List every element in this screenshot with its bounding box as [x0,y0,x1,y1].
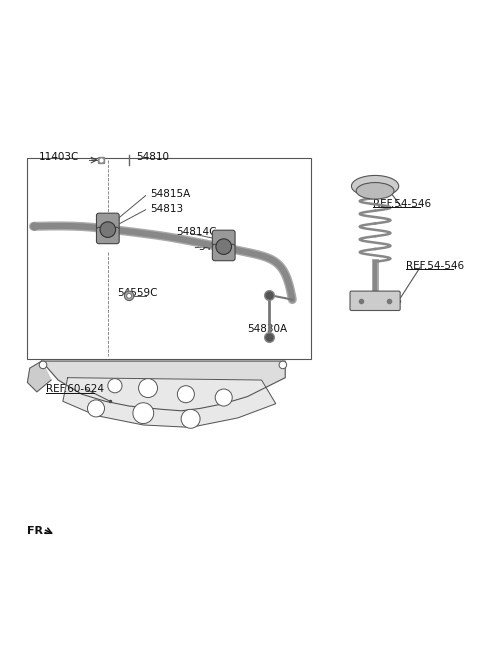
Text: 54810: 54810 [136,152,169,162]
Circle shape [39,361,47,369]
FancyBboxPatch shape [96,213,119,230]
Polygon shape [63,378,276,427]
Text: 54813: 54813 [198,241,231,252]
Text: REF.54-546: REF.54-546 [373,199,431,209]
Text: 11403C: 11403C [39,152,80,162]
Text: REF.54-546: REF.54-546 [406,260,464,270]
Circle shape [216,239,231,255]
Text: 54815A: 54815A [150,189,191,199]
Text: 54559C: 54559C [117,289,158,298]
FancyBboxPatch shape [212,244,235,260]
Bar [27,157,311,359]
Text: 54813: 54813 [150,204,183,214]
Circle shape [139,379,157,398]
FancyBboxPatch shape [212,230,235,247]
Circle shape [279,361,287,369]
Ellipse shape [351,175,399,197]
Circle shape [181,409,200,428]
Circle shape [215,389,232,406]
Circle shape [87,400,105,417]
Polygon shape [42,361,285,411]
Circle shape [100,222,116,237]
Circle shape [177,386,194,403]
Text: REF.60-624: REF.60-624 [47,384,104,394]
Text: 54830A: 54830A [247,324,288,334]
Text: FR.: FR. [27,526,48,537]
FancyBboxPatch shape [96,227,119,243]
Circle shape [127,293,132,298]
Circle shape [133,403,154,424]
FancyBboxPatch shape [350,291,400,310]
Circle shape [108,379,122,393]
Polygon shape [27,361,51,392]
Circle shape [124,291,134,300]
Ellipse shape [356,182,394,199]
Text: 54814C: 54814C [177,227,217,237]
